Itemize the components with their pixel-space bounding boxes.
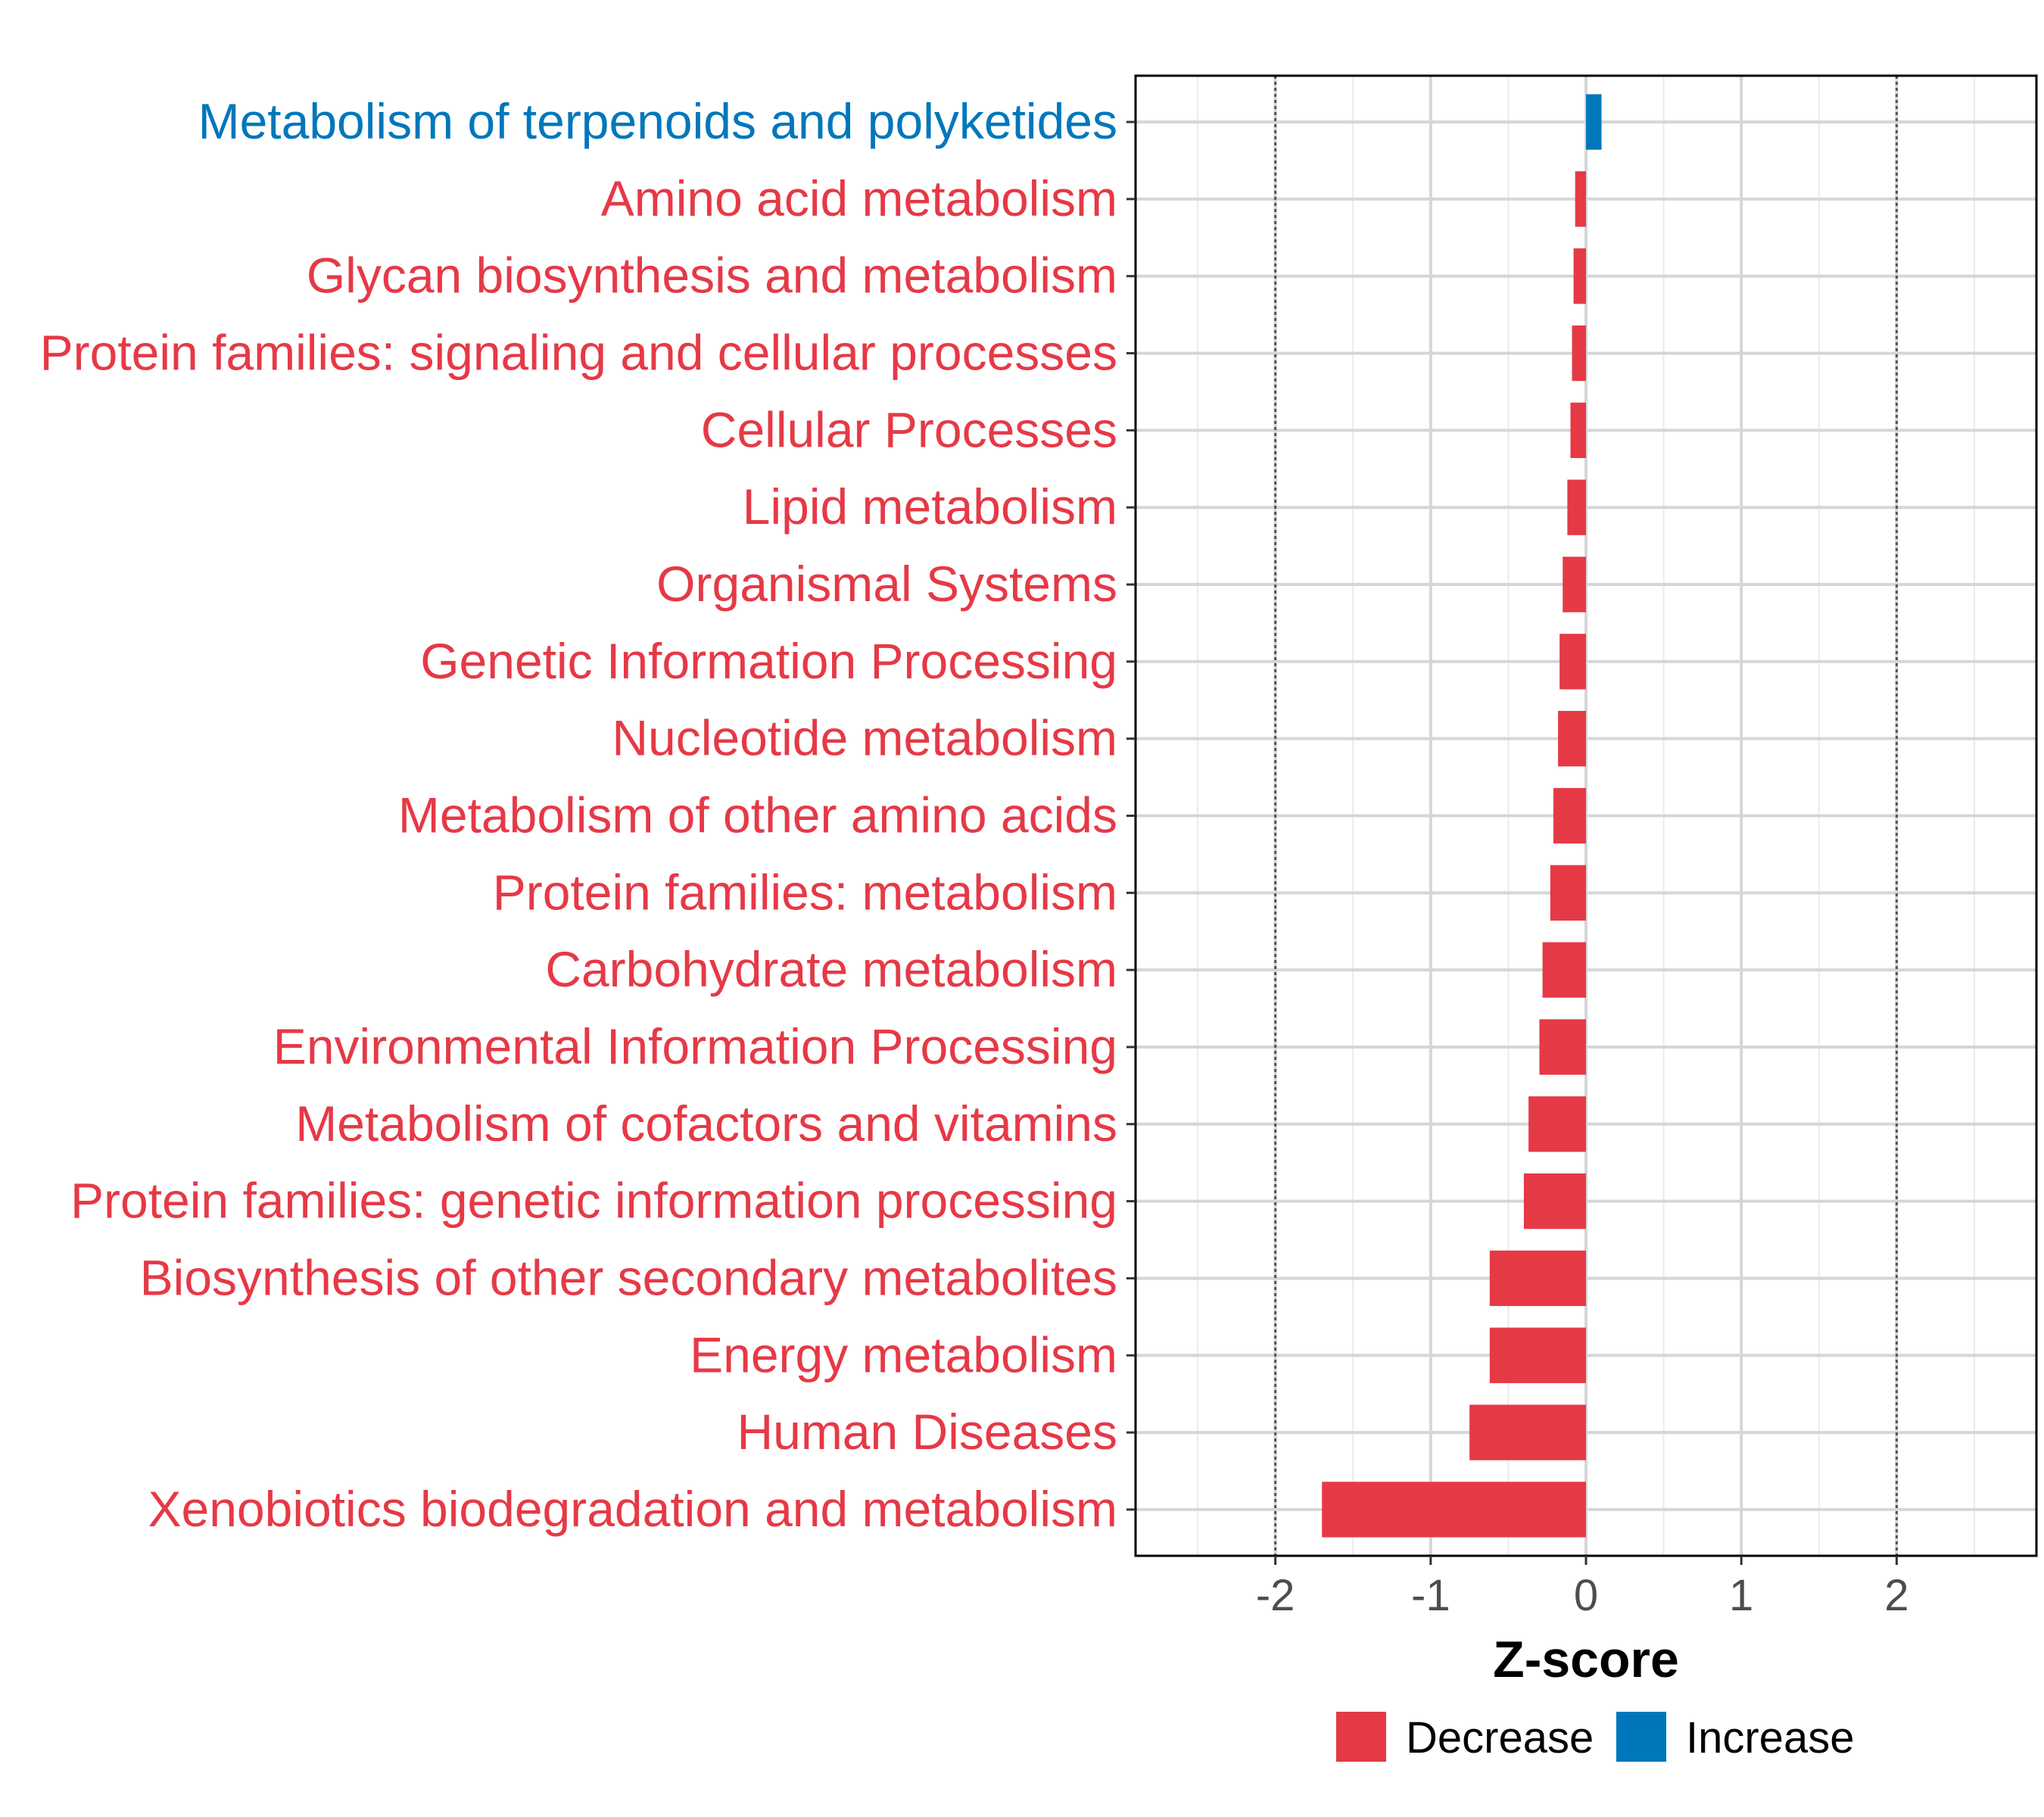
legend-label: Decrease bbox=[1406, 1713, 1594, 1762]
legend: Decrease Increase bbox=[1336, 1712, 1854, 1762]
y-axis-labels: Metabolism of terpenoids and polyketides… bbox=[40, 93, 1117, 1537]
category-label: Organismal Systems bbox=[656, 556, 1117, 612]
bar bbox=[1567, 479, 1586, 535]
bar bbox=[1586, 94, 1602, 150]
bar bbox=[1489, 1250, 1586, 1307]
bar bbox=[1539, 1019, 1586, 1075]
x-axis-title: Z-score bbox=[1493, 1631, 1679, 1688]
bar bbox=[1528, 1096, 1586, 1152]
category-label: Metabolism of other amino acids bbox=[398, 787, 1117, 843]
x-tick-label: 0 bbox=[1574, 1571, 1598, 1620]
bar bbox=[1572, 325, 1586, 382]
category-label: Metabolism of terpenoids and polyketides bbox=[198, 93, 1117, 149]
category-label: Cellular Processes bbox=[701, 401, 1117, 457]
bar bbox=[1553, 787, 1586, 844]
category-label: Human Diseases bbox=[737, 1404, 1117, 1460]
x-tick-label: 1 bbox=[1729, 1571, 1753, 1620]
bar bbox=[1563, 556, 1586, 612]
category-label: Protein families: genetic information pr… bbox=[70, 1173, 1117, 1229]
y-axis-ticks bbox=[1126, 120, 1136, 1511]
category-label: Energy metabolism bbox=[690, 1326, 1117, 1382]
legend-key bbox=[1336, 1712, 1386, 1762]
category-label: Genetic Information Processing bbox=[420, 633, 1117, 689]
bars bbox=[1322, 94, 1602, 1538]
bar bbox=[1570, 402, 1586, 459]
category-label: Glycan biosynthesis and metabolism bbox=[307, 248, 1117, 304]
bar bbox=[1559, 634, 1586, 690]
x-tick-label: -2 bbox=[1256, 1571, 1295, 1620]
bar bbox=[1523, 1173, 1586, 1230]
bar bbox=[1550, 865, 1586, 921]
legend-key bbox=[1616, 1712, 1666, 1762]
x-tick-label: 2 bbox=[1884, 1571, 1908, 1620]
x-axis-labels: -2 -1 0 1 2 bbox=[1256, 1571, 1909, 1620]
category-label: Nucleotide metabolism bbox=[612, 710, 1117, 766]
category-label: Protein families: metabolism bbox=[493, 864, 1117, 920]
category-label: Biosynthesis of other secondary metaboli… bbox=[140, 1249, 1117, 1305]
category-label: Protein families: signaling and cellular… bbox=[40, 325, 1117, 381]
category-label: Lipid metabolism bbox=[743, 478, 1117, 535]
category-label: Metabolism of cofactors and vitamins bbox=[295, 1095, 1117, 1152]
x-tick-label: -1 bbox=[1411, 1571, 1450, 1620]
bar bbox=[1469, 1404, 1586, 1460]
bar bbox=[1489, 1327, 1586, 1383]
x-axis-ticks bbox=[1274, 1556, 1898, 1565]
bar bbox=[1558, 711, 1586, 767]
bar bbox=[1575, 171, 1586, 227]
bar bbox=[1322, 1482, 1586, 1538]
category-label: Environmental Information Processing bbox=[273, 1018, 1117, 1074]
bar bbox=[1542, 942, 1586, 998]
legend-label: Increase bbox=[1686, 1713, 1854, 1762]
category-label: Amino acid metabolism bbox=[601, 170, 1117, 226]
bar bbox=[1573, 248, 1586, 304]
category-label: Xenobiotics biodegradation and metabolis… bbox=[148, 1481, 1118, 1537]
category-label: Carbohydrate metabolism bbox=[545, 941, 1117, 997]
reference-lines bbox=[1274, 76, 1898, 1556]
